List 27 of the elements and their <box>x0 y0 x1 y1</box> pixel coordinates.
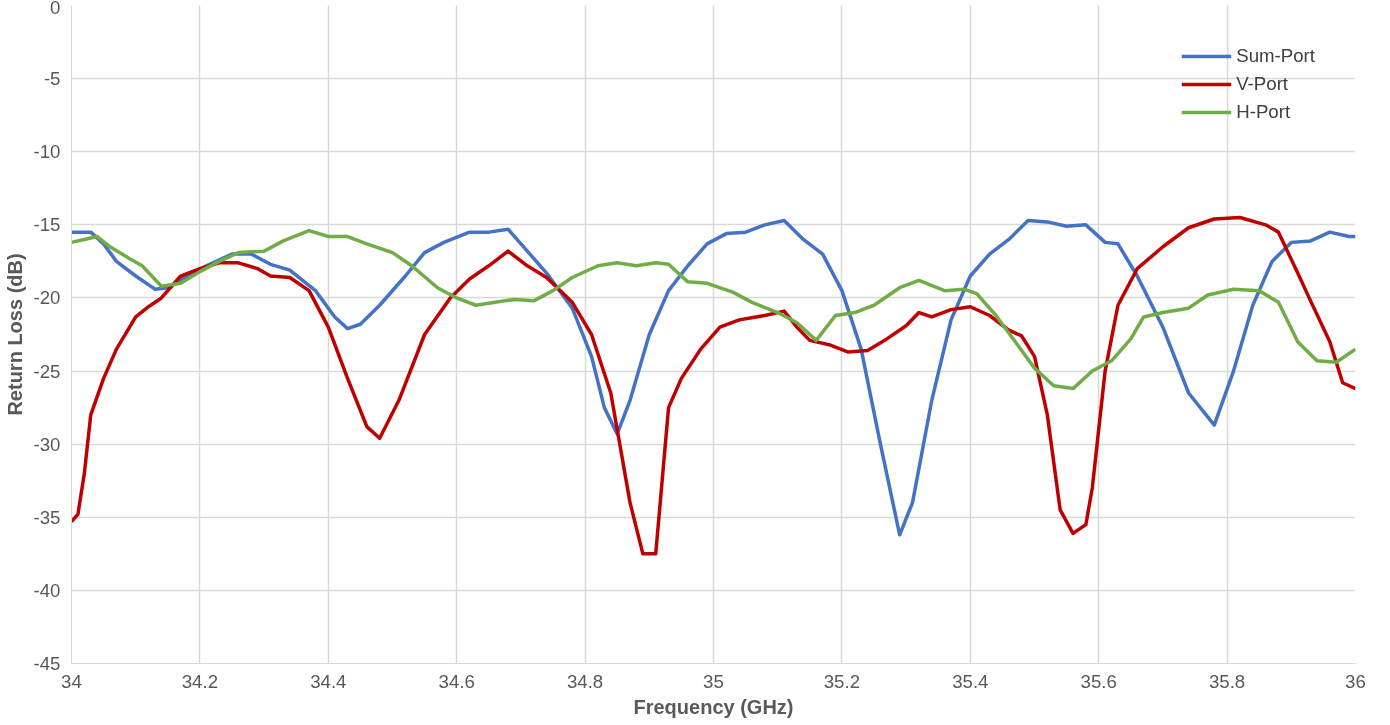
y-tick-label: -30 <box>33 433 61 455</box>
x-tick-label: 35.2 <box>823 670 861 692</box>
x-axis-title: Frequency (GHz) <box>633 695 794 718</box>
y-tick-label: -45 <box>33 653 61 674</box>
x-tick-label: 34 <box>61 670 82 692</box>
y-tick-label: -15 <box>33 214 61 236</box>
x-tick-label: 34.4 <box>310 670 347 692</box>
y-axis-title: Return Loss (dB) <box>3 253 26 416</box>
y-tick-label: -10 <box>33 141 61 163</box>
x-tick-label: 35.8 <box>1208 670 1246 692</box>
y-tick-label: -35 <box>33 506 61 528</box>
x-tick-label: 34.6 <box>438 670 475 692</box>
legend-label: Sum-Port <box>1236 45 1315 67</box>
x-tick-label: 36 <box>1345 670 1366 692</box>
legend-label: V-Port <box>1236 73 1289 95</box>
y-tick-label: -25 <box>33 360 61 382</box>
x-tick-label: 35 <box>703 670 724 692</box>
y-tick-label: 0 <box>50 0 61 18</box>
x-tick-label: 35.6 <box>1080 670 1117 692</box>
x-tick-label: 34.2 <box>181 670 219 692</box>
y-tick-label: -5 <box>43 68 61 90</box>
x-tick-label: 35.4 <box>952 670 989 692</box>
y-tick-label: -40 <box>33 579 61 601</box>
y-tick-label: -20 <box>33 287 61 309</box>
line-series <box>71 228 1356 391</box>
x-tick-label: 34.8 <box>566 670 604 692</box>
legend-label: H-Port <box>1236 101 1291 123</box>
